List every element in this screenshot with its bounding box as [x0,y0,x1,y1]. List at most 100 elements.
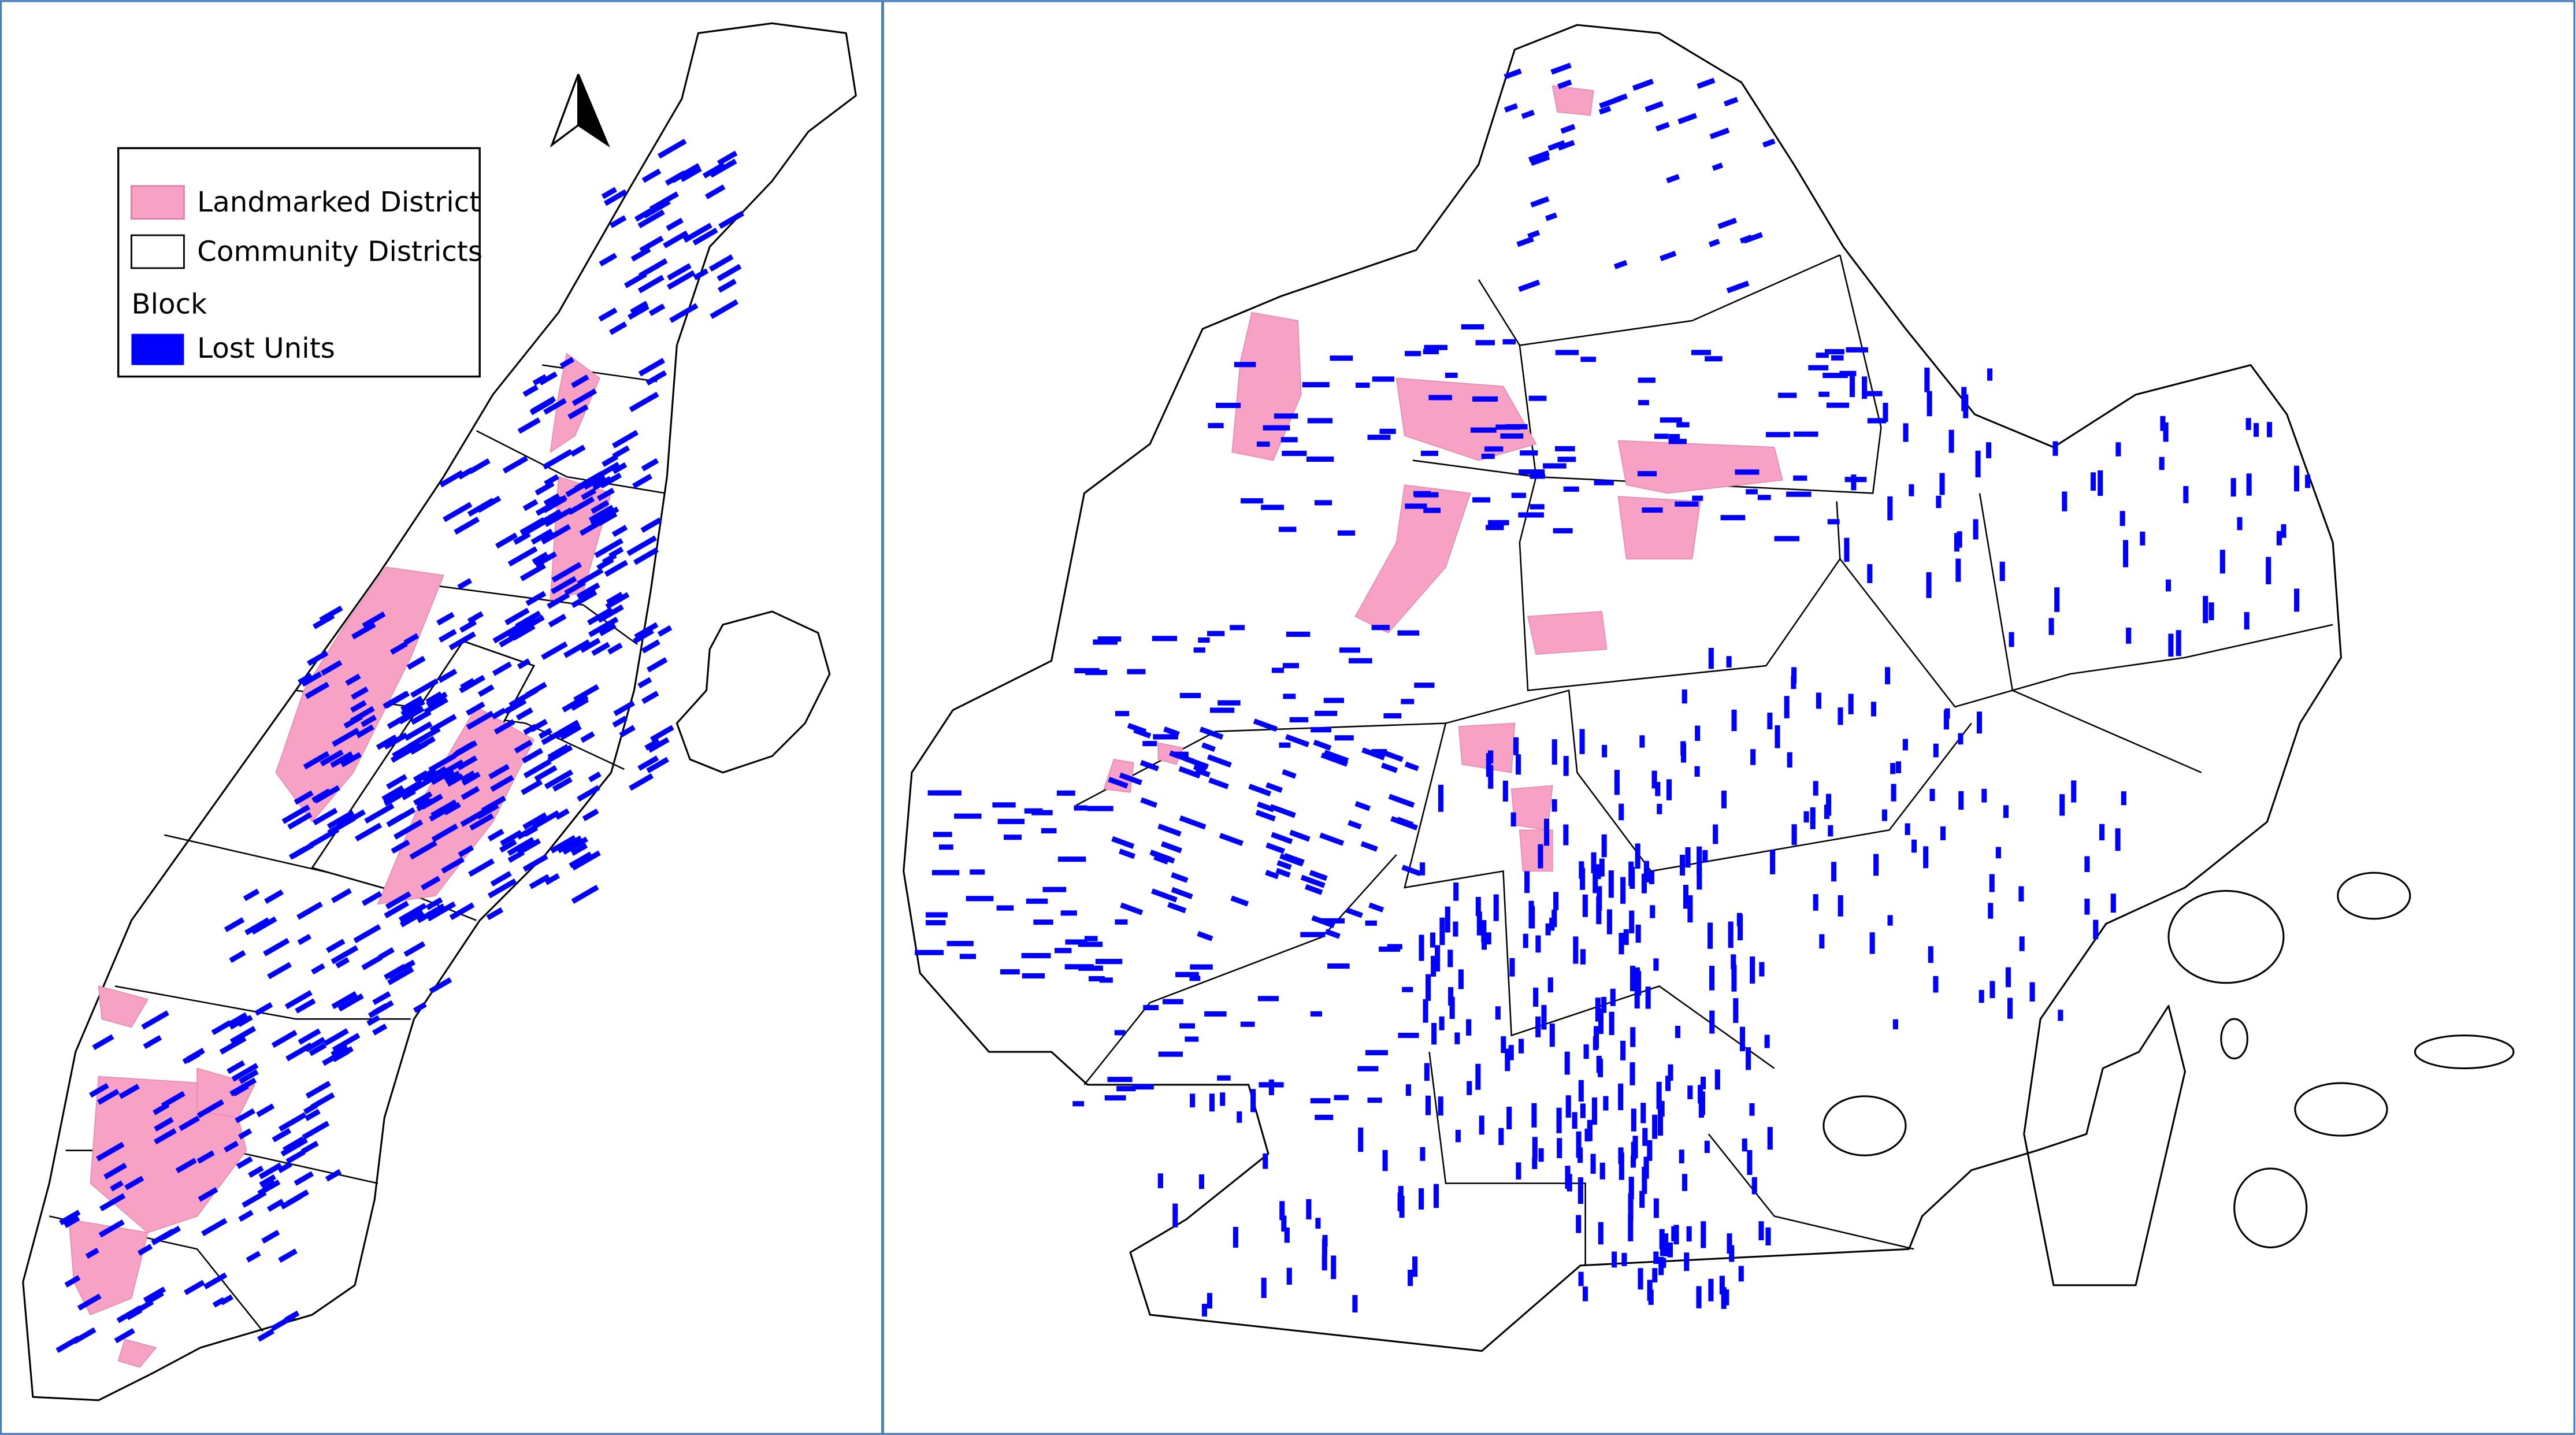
lost-unit-block [1590,1154,1596,1174]
lost-unit-block [1683,884,1689,909]
legend-swatch [131,333,184,365]
lost-unit-block [330,751,354,768]
landmarked-district [1551,85,1594,116]
lost-unit-block [381,785,404,802]
lost-unit-block [683,223,712,243]
lost-unit-block [1731,965,1737,992]
lost-unit-block [331,991,358,1010]
legend-label: Landmarked District [197,186,480,218]
lost-unit-block [1208,777,1229,789]
lost-unit-block [1831,355,1844,361]
lost-unit-block [456,755,478,771]
lost-unit-block [534,765,558,782]
lost-unit-block [1352,1295,1358,1312]
lost-unit-block [1475,896,1481,916]
lost-unit-block [927,790,948,796]
lost-unit-block [1712,162,1724,171]
panel-frame [882,0,2575,1435]
lost-unit-block [404,721,433,741]
lost-unit-block [1289,829,1311,842]
lost-unit-block [1742,1138,1747,1152]
lost-unit-block [1887,915,1893,926]
lost-unit-block [360,714,377,728]
lost-unit-block [504,607,530,625]
lost-unit-block [1881,809,1887,821]
lost-unit-block [390,745,416,763]
lost-unit-block [596,557,614,570]
lost-unit-block [1065,939,1087,945]
lost-unit-block [1975,450,1981,478]
lost-unit-block [526,681,547,698]
lost-unit-block [1614,770,1620,795]
lost-unit-block [1651,770,1657,789]
lost-unit-block [1454,1032,1460,1044]
district-line [1478,254,1840,346]
lost-unit-block [467,611,484,624]
lost-unit-block [55,1336,80,1354]
lost-unit-block [459,674,485,694]
lost-unit-block [219,1036,247,1055]
lost-unit-block [1279,853,1304,867]
lost-unit-block [541,524,571,545]
lost-unit-block [1613,259,1628,269]
lost-unit-block [1026,898,1048,904]
lost-unit-block [416,798,434,812]
lost-unit-block [2203,596,2208,624]
lost-unit-block [1398,1033,1419,1039]
lost-unit-block [1580,1103,1586,1118]
lost-unit-block [1365,1050,1388,1056]
lost-unit-block [1397,630,1420,636]
lost-unit-block [646,657,668,673]
lost-unit-block [1358,1127,1364,1152]
lost-unit-block [116,1305,143,1323]
lost-unit-block [1963,394,1969,418]
lost-unit-block [1084,936,1098,941]
lost-unit-block [571,388,597,406]
lost-unit-block [1583,1044,1589,1059]
lost-unit-block [1530,473,1546,479]
lost-unit-block [1838,895,1843,917]
lost-unit-block [1708,239,1720,247]
lost-unit-block [502,455,529,474]
lost-unit-block [556,835,582,854]
lost-unit-block [551,562,582,583]
lost-unit-block [1271,668,1284,673]
lost-unit-block [2183,486,2189,503]
lost-unit-block [1201,1303,1208,1317]
lost-unit-block [992,802,1016,808]
district-line [542,364,658,383]
lost-unit-block [1198,1174,1204,1189]
lost-unit-block [2110,893,2116,913]
lost-unit-block [1060,910,1077,916]
lost-unit-block [196,1099,224,1118]
lost-unit-block [539,371,558,385]
lost-unit-block [630,247,651,262]
lost-unit-block [1284,1227,1290,1243]
lost-unit-block [710,299,738,319]
lost-unit-block [641,168,662,183]
lost-unit-block [2059,794,2065,816]
lost-unit-block [647,737,670,753]
lost-unit-block [1733,998,1739,1024]
lost-unit-block [1933,976,1939,993]
lost-unit-block [1115,711,1130,717]
lost-unit-block [1923,846,1929,869]
lost-unit-block [1578,1271,1584,1286]
lost-unit-block [1599,96,1621,109]
lost-unit-block [1185,1036,1199,1042]
lost-unit-block [1218,700,1241,706]
lost-unit-block [692,228,718,246]
lost-unit-block [1560,124,1576,134]
lost-unit-block [565,484,582,498]
lost-unit-block [229,950,246,963]
lost-unit-block [1822,373,1848,379]
lost-unit-block [403,941,426,957]
lost-unit-block [1269,804,1296,818]
lost-unit-block [946,941,974,947]
lost-unit-block [542,448,573,470]
lost-unit-block [1665,1076,1671,1091]
lost-unit-block [239,1069,259,1084]
lost-unit-block [1322,1234,1328,1247]
lost-unit-block [1545,923,1551,936]
lost-unit-block [641,639,660,654]
